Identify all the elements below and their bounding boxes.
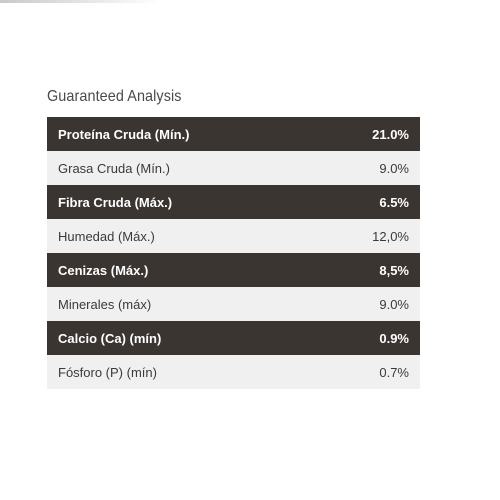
row-value: 8,5%: [379, 262, 409, 278]
row-value: 0.7%: [379, 364, 409, 380]
row-label: Fibra Cruda (Máx.): [58, 194, 173, 210]
row-label: Fósforo (P) (mín): [58, 364, 157, 380]
row-label: Grasa Cruda (Mín.): [58, 160, 170, 176]
row-value: 0.9%: [379, 330, 409, 346]
row-label: Proteína Cruda (Mín.): [58, 126, 190, 142]
top-divider: [0, 0, 160, 3]
row-value: 12,0%: [372, 228, 409, 244]
table-row: Minerales (máx) 9.0%: [47, 287, 420, 321]
row-label: Humedad (Máx.): [58, 228, 155, 244]
table-row: Grasa Cruda (Mín.) 9.0%: [47, 151, 420, 185]
table-row: Cenizas (Máx.) 8,5%: [47, 253, 420, 287]
table-row: Fósforo (P) (mín) 0.7%: [47, 355, 420, 389]
row-value: 9.0%: [379, 160, 409, 176]
row-label: Cenizas (Máx.): [58, 262, 149, 278]
row-value: 21.0%: [372, 126, 409, 142]
page-title: Guaranteed Analysis: [47, 88, 182, 105]
row-value: 9.0%: [379, 296, 409, 312]
row-label: Minerales (máx): [58, 296, 152, 312]
table-row: Fibra Cruda (Máx.) 6.5%: [47, 185, 420, 219]
row-value: 6.5%: [379, 194, 409, 210]
guaranteed-analysis-table: Proteína Cruda (Mín.) 21.0% Grasa Cruda …: [47, 117, 420, 389]
table-row: Calcio (Ca) (mín) 0.9%: [47, 321, 420, 355]
table-row: Proteína Cruda (Mín.) 21.0%: [47, 117, 420, 151]
row-label: Calcio (Ca) (mín): [58, 330, 162, 346]
table-row: Humedad (Máx.) 12,0%: [47, 219, 420, 253]
